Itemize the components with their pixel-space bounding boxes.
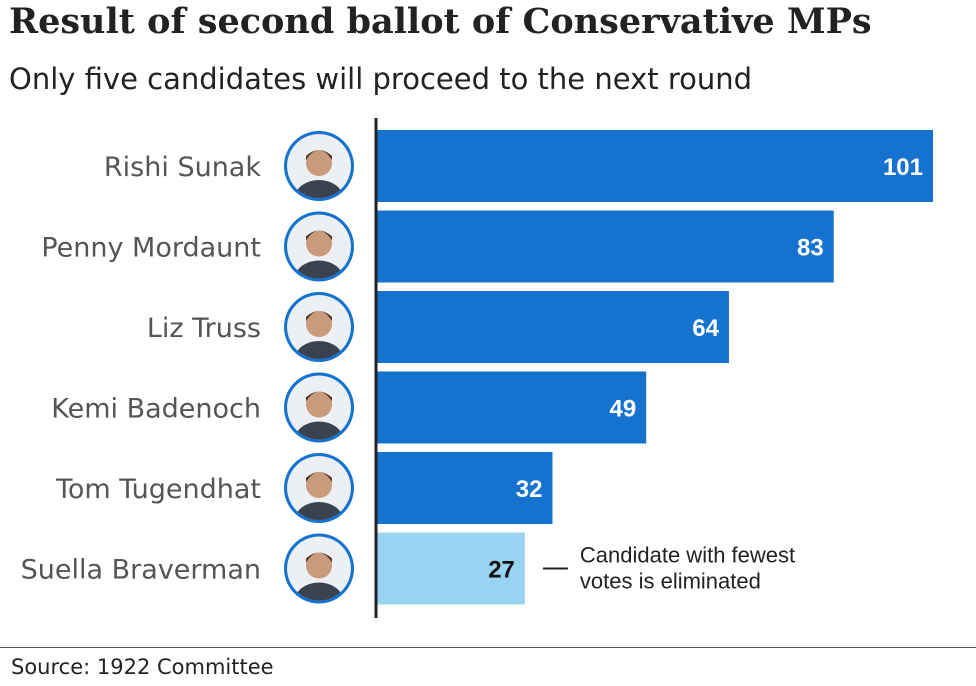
bar-value-label: 64: [692, 315, 719, 342]
category-label: Kemi Badenoch: [51, 394, 261, 425]
bar: [376, 532, 525, 605]
category-label: Liz Truss: [147, 313, 261, 344]
chart-subtitle: Only five candidates will proceed to the…: [9, 62, 753, 96]
bar-value-label: 49: [610, 396, 637, 423]
bar: [376, 452, 553, 524]
category-label: Rishi Sunak: [104, 152, 261, 183]
person-portrait-icon: [284, 292, 354, 362]
bar-value-label: 32: [516, 476, 543, 503]
bar: [376, 130, 933, 202]
person-portrait-icon: [284, 372, 354, 443]
bar-value-label: 27: [488, 557, 515, 584]
person-portrait-icon: [284, 533, 354, 604]
person-portrait-icon: [284, 453, 354, 523]
bar: [376, 291, 729, 363]
bar-chart: 101 Rishi Sunak 83 Penny Mordaunt 64 Liz Trus…: [21, 118, 933, 618]
footer-divider: [0, 647, 976, 648]
chart-title: Result of second ballot of Conservative …: [9, 1, 872, 42]
bar: [376, 371, 647, 444]
annotation-text: votes is eliminated: [580, 569, 761, 594]
category-label: Suella Braverman: [21, 555, 261, 586]
source-note: Source: 1922 Committee: [11, 655, 274, 679]
category-label: Tom Tugendhat: [55, 474, 261, 505]
person-portrait-icon: [284, 131, 354, 201]
bar-value-label: 83: [797, 235, 824, 262]
category-label: Penny Mordaunt: [41, 233, 261, 264]
annotation-text: Candidate with fewest: [580, 543, 795, 568]
person-portrait-icon: [284, 211, 354, 282]
bar-value-label: 101: [883, 154, 923, 181]
bar: [376, 210, 834, 283]
